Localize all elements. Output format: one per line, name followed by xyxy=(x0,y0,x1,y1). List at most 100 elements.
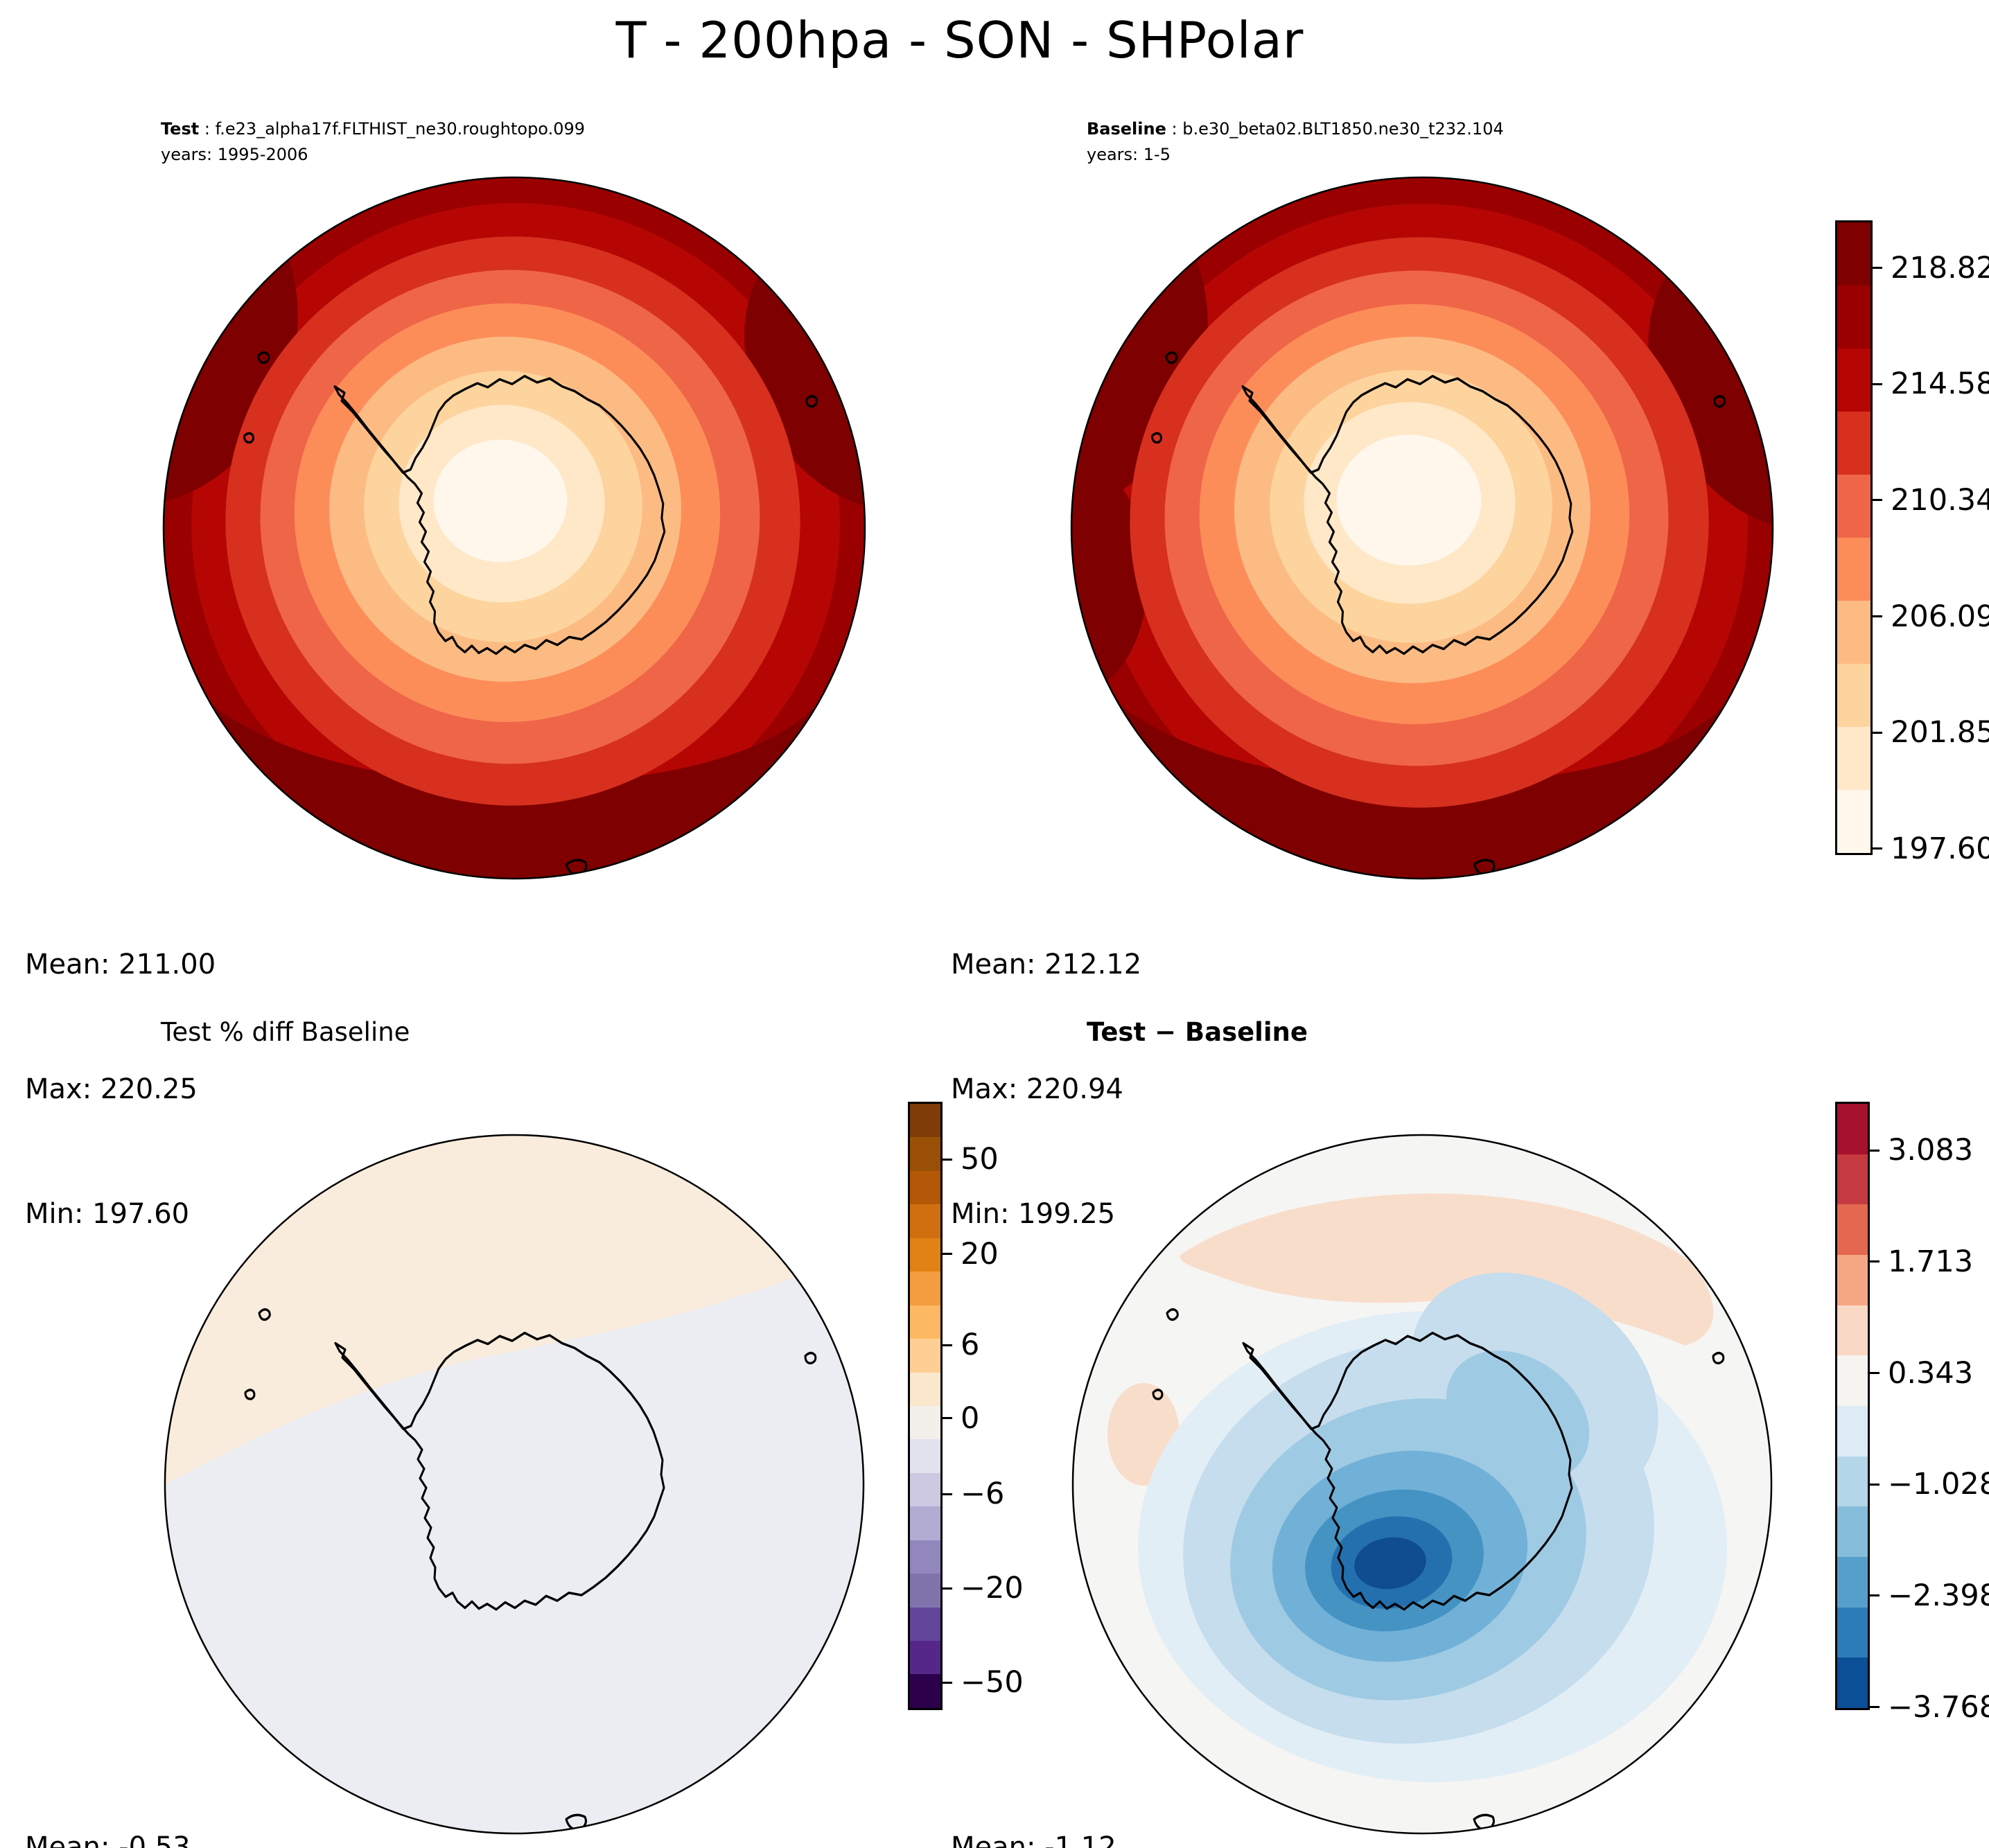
tick-mark xyxy=(1870,1260,1880,1263)
colorbar-segment xyxy=(1837,1255,1868,1305)
tick-mark xyxy=(943,1253,952,1255)
baseline-case-line: Baseline : b.e30_beta02.BLT1850.ne30_t23… xyxy=(1087,116,1504,142)
colorbar-segment xyxy=(910,1405,940,1440)
test-case: : f.e23_alpha17f.FLTHIST_ne30.roughtopo.… xyxy=(199,119,585,139)
tick-mark xyxy=(1870,1594,1880,1597)
test-mean: Mean: 211.00 xyxy=(25,949,216,980)
tick-mark xyxy=(1870,1149,1880,1152)
colorbar-segment xyxy=(910,1238,940,1272)
colorbar-segment xyxy=(1837,285,1870,349)
colorbar-segment xyxy=(910,1271,940,1305)
tick-label: −6 xyxy=(961,1477,1005,1512)
pctdiff-stats: Mean: -0.53 Max: 0.40 Min: -1.83 xyxy=(25,1743,191,1848)
colorbar-segment xyxy=(910,1104,940,1138)
colorbar-tick: 0.343 xyxy=(1870,1356,1973,1391)
colorbar-segment xyxy=(1837,1557,1868,1608)
tick-mark xyxy=(1873,731,1882,734)
colorbar-segment xyxy=(1837,1456,1868,1507)
tick-mark xyxy=(943,1344,952,1346)
test-stats: Mean: 211.00 Max: 220.25 Min: 197.60 xyxy=(25,861,216,1318)
island-outline xyxy=(258,1308,271,1321)
diff-mean: Mean: -1.12 xyxy=(951,1831,1116,1848)
pctdiff-title: Test % diff Baseline xyxy=(161,1017,410,1047)
pctdiff-positive-field xyxy=(165,1135,861,1491)
tick-mark xyxy=(943,1493,952,1495)
colorbar-segment xyxy=(910,1439,940,1473)
colorbar-segment xyxy=(910,1607,940,1641)
tick-mark xyxy=(1873,267,1882,270)
colorbar-tick: −50 xyxy=(943,1665,1024,1700)
colorbar-segment xyxy=(1837,538,1870,601)
colorbar-segment xyxy=(910,1204,940,1238)
colorbar-segment xyxy=(1837,1657,1868,1709)
colorbar-tick: 218.82 xyxy=(1873,251,1989,285)
test-max: Max: 220.25 xyxy=(25,1073,198,1105)
island-outline xyxy=(1712,1351,1725,1364)
baseline-max: Max: 220.94 xyxy=(951,1073,1123,1105)
island-outline xyxy=(243,432,255,444)
colorbar-tick: 1.713 xyxy=(1870,1244,1973,1279)
tick-mark xyxy=(943,1417,952,1420)
colorbar-segment xyxy=(1837,1506,1868,1558)
tick-mark xyxy=(943,1158,952,1161)
colorbar-tick: 3.083 xyxy=(1870,1133,1973,1168)
tick-mark xyxy=(1873,847,1882,850)
colorbar-segment xyxy=(910,1170,940,1205)
map-boundary xyxy=(162,176,866,880)
map-baseline-panel xyxy=(1070,176,1774,880)
colorbar-segment xyxy=(910,1506,940,1540)
diff-blue-core xyxy=(1354,1537,1426,1590)
baseline-stats: Mean: 212.12 Max: 220.94 Min: 199.25 xyxy=(951,861,1141,1318)
colorbar-tick: 214.58 xyxy=(1873,367,1989,401)
baseline-min: Min: 199.25 xyxy=(951,1198,1116,1230)
test-years: years: 1995-2006 xyxy=(161,145,308,165)
colorbar-segment xyxy=(1837,664,1870,727)
tick-mark xyxy=(1873,382,1882,385)
colorbar-segment xyxy=(1837,1154,1868,1205)
tick-label: −50 xyxy=(961,1665,1024,1700)
temp-band-coldest xyxy=(433,439,568,563)
colorbar-gradient xyxy=(908,1102,943,1710)
colorbar-ticks: 50 20 6 0 −6 −20 −50 xyxy=(943,1102,1123,1710)
island-outline xyxy=(804,1351,817,1364)
colorbar-tick: −2.398 xyxy=(1870,1578,1989,1613)
colorbar-percent-diff: 50 20 6 0 −6 −20 −50 xyxy=(908,1102,1024,1710)
colorbar-segment xyxy=(1837,1104,1868,1154)
map-boundary xyxy=(164,1134,865,1835)
colorbar-segment xyxy=(1837,1607,1868,1658)
tick-label: 214.58 xyxy=(1891,367,1989,402)
colorbar-ticks: 218.82 214.58 210.34 206.09 201.85 197.60 xyxy=(1873,220,1989,866)
colorbar-segment xyxy=(1837,1204,1868,1256)
tick-label: 206.09 xyxy=(1891,599,1989,634)
colorbar-segment xyxy=(910,1137,940,1171)
island-outline xyxy=(1165,351,1178,364)
tick-mark xyxy=(1870,1483,1880,1486)
colorbar-tick: 50 xyxy=(943,1142,999,1177)
island-outline xyxy=(244,1389,256,1400)
island-outline xyxy=(257,351,270,364)
island-outline xyxy=(1473,859,1496,877)
baseline-header: Baseline : b.e30_beta02.BLT1850.ne30_t23… xyxy=(1087,116,1504,168)
map-test-panel xyxy=(162,176,866,880)
antarctica-coastline xyxy=(334,1331,665,1611)
colorbar-segment xyxy=(1837,790,1870,853)
antarctica-coastline xyxy=(1241,375,1574,655)
tick-label: 197.60 xyxy=(1891,831,1989,866)
colorbar-tick: 201.85 xyxy=(1873,715,1989,750)
tick-mark xyxy=(1870,1372,1880,1375)
figure-title: T - 200hpa - SON - SHPolar xyxy=(615,11,1304,69)
tick-label: 210.34 xyxy=(1891,482,1989,518)
tick-label: 1.713 xyxy=(1888,1244,1974,1279)
colorbar-tick: 6 xyxy=(943,1328,979,1362)
colorbar-segment xyxy=(910,1372,940,1406)
tick-label: 0 xyxy=(961,1400,980,1436)
map-pctdiff-panel xyxy=(164,1134,865,1835)
tick-label: 218.82 xyxy=(1891,250,1989,285)
colorbar-segment xyxy=(910,1540,940,1574)
colorbar-segment xyxy=(1837,412,1870,475)
test-case-line: Test : f.e23_alpha17f.FLTHIST_ne30.rough… xyxy=(161,116,585,142)
tick-label: 201.85 xyxy=(1891,715,1989,750)
colorbar-segment xyxy=(910,1339,940,1373)
tick-label: −2.398 xyxy=(1888,1578,1989,1613)
